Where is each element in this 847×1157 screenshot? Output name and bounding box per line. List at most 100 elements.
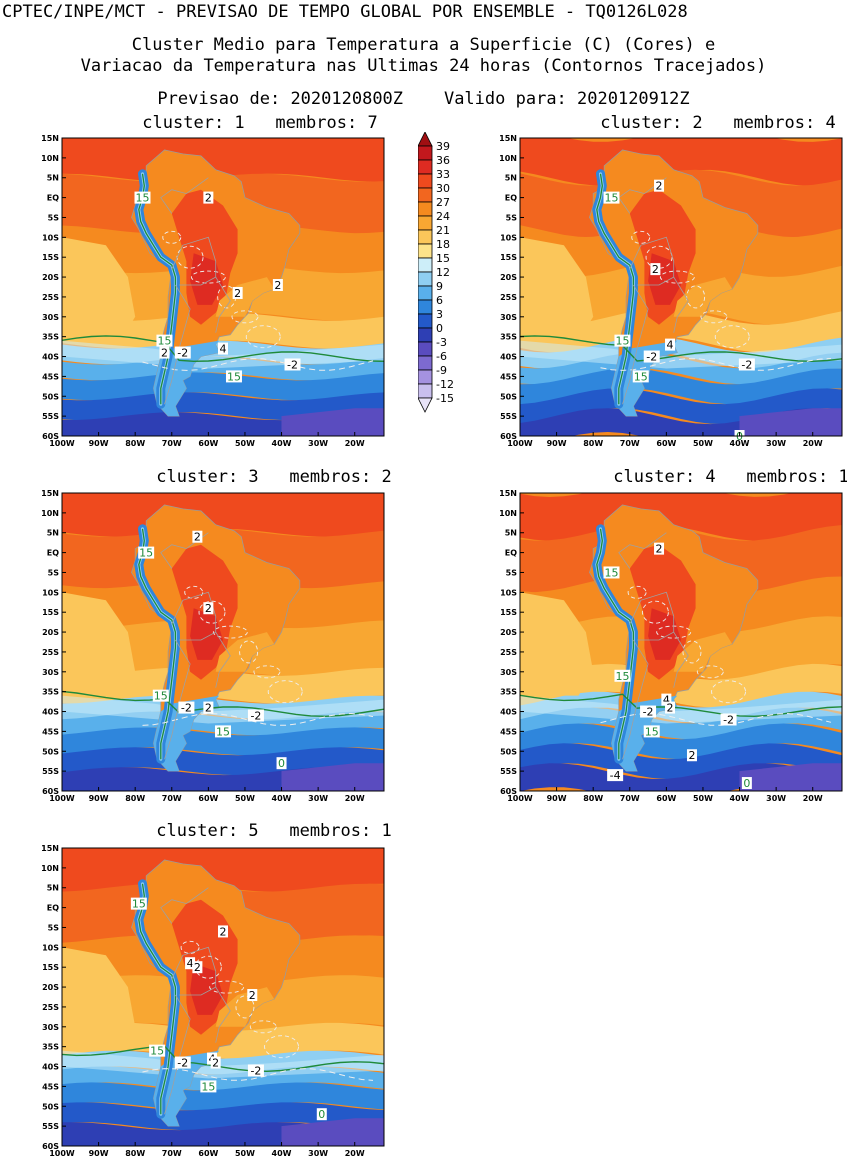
contour-label: 2	[234, 287, 241, 300]
country-border	[673, 276, 689, 333]
temperature-band	[520, 340, 842, 369]
colorbar-swatch	[417, 299, 433, 315]
contour-label: 15	[604, 192, 618, 205]
colorbar-swatch	[417, 257, 433, 273]
map-frame	[61, 137, 385, 437]
temperature-band	[281, 1118, 384, 1146]
lat-tick-label: 40S	[42, 708, 59, 717]
temperature-band	[520, 237, 594, 341]
lat-tick-label: 15N	[41, 489, 59, 498]
lat-tick-label: 25S	[42, 293, 59, 302]
lat-tick-label: 15S	[500, 253, 517, 262]
forecast-valid-line: Previsao de: 2020120800Z Valido para: 20…	[157, 89, 690, 109]
lat-tick-label: 30S	[42, 668, 59, 677]
contour-label-box	[156, 334, 173, 347]
country-border	[160, 887, 209, 924]
lat-tick-label: 10N	[499, 154, 517, 163]
contour-label-box	[643, 350, 660, 363]
contour-15	[520, 693, 842, 718]
contour-label: 2	[205, 702, 212, 715]
contour-label: 4	[663, 694, 670, 707]
lon-tick-label: 20W	[345, 1149, 365, 1157]
colorbar-label: -6	[436, 350, 447, 363]
lat-tick-label: 50S	[42, 1102, 59, 1111]
map-svg-2: 152215-2415-2015N10N5NEQ5S10S15S20S25S30…	[499, 134, 843, 448]
chart-title-line-2: Variacao da Temperatura nas Ultimas 24 h…	[80, 56, 767, 76]
lon-tick-label: 60W	[656, 794, 676, 803]
colorbar-label: 21	[436, 224, 450, 237]
temperature-band	[62, 695, 384, 724]
contour-label-box	[232, 286, 243, 299]
lon-tick-label: 40W	[730, 439, 750, 448]
lat-tick-label: 10S	[500, 588, 517, 597]
colorbar-swatch	[417, 243, 433, 259]
variation-contour	[682, 640, 702, 664]
colorbar: 39 36 33 30 27 24 21 18 15 12 9 6 3 0 -3 -6 -9 -12 -15	[417, 131, 478, 436]
contour-label-box	[247, 709, 264, 722]
contour-label-box	[272, 279, 283, 292]
lat-tick-label: 30S	[500, 313, 517, 322]
contour-label-box	[203, 191, 214, 204]
map-svg-5: 15242215-242-215015N10N5NEQ5S10S15S20S25…	[41, 844, 385, 1157]
lon-tick-label: 50W	[693, 794, 713, 803]
lat-tick-label: 50S	[42, 747, 59, 756]
map-svg-3: 15 2 2 15 -2 2 15 -2 0 15N 10N 5N EQ 5S 10S 15S 20S 25S 30…	[41, 489, 385, 803]
lon-tick-label: 20W	[803, 794, 823, 803]
contour-label-box	[603, 191, 620, 204]
country-border	[160, 532, 209, 569]
contour-label-box	[215, 725, 231, 738]
temperature-band	[190, 963, 223, 1015]
contour-label: -2	[177, 1057, 188, 1070]
lat-tick-label: 35S	[500, 688, 517, 697]
contour-label-box	[614, 334, 631, 347]
contour-label: 2	[656, 543, 663, 556]
contour-label-box	[603, 566, 620, 579]
lon-tick-label: 50W	[235, 1149, 255, 1157]
colorbar-swatch	[417, 187, 433, 203]
lat-tick-label: 15S	[42, 963, 59, 972]
country-border	[618, 177, 667, 214]
contour-label: 15	[157, 335, 171, 348]
contour-label-box	[200, 1080, 217, 1093]
contour-label-box	[284, 358, 301, 371]
lat-tick-label: 15N	[499, 134, 517, 143]
contour-label-box	[192, 961, 203, 974]
contour-label-box	[650, 263, 661, 276]
contour-label: 15	[216, 725, 230, 738]
lat-tick-label: 20S	[42, 628, 59, 637]
lat-tick-label: 45S	[500, 372, 517, 381]
lon-tick-label: 70W	[620, 794, 640, 803]
contour-label: 15	[201, 1080, 215, 1093]
colorbar-label: 9	[436, 280, 443, 293]
lat-tick-label: 5S	[48, 568, 60, 577]
lon-tick-label: 30W	[308, 439, 328, 448]
temperature-band	[215, 987, 275, 1027]
country-border	[160, 177, 209, 214]
lat-tick-label: 50S	[500, 747, 517, 756]
lat-tick-label: 60S	[500, 787, 517, 796]
lat-tick-label: 5N	[505, 174, 517, 183]
variation-contour	[235, 995, 255, 1019]
lat-tick-label: 10N	[499, 509, 517, 518]
temperature-band	[648, 608, 681, 660]
temperature-band	[215, 277, 275, 317]
lat-tick-label: 45S	[500, 727, 517, 736]
country-border	[673, 631, 689, 688]
country-border	[215, 986, 231, 1043]
lat-tick-label: 10S	[42, 233, 59, 242]
lat-tick-label: 35S	[42, 1043, 59, 1052]
temperature-band	[215, 632, 275, 672]
temperature-band	[62, 237, 136, 341]
lon-tick-label: 80W	[583, 794, 603, 803]
country-border	[622, 284, 649, 405]
colorbar-swatch	[417, 159, 433, 175]
contour-label-box	[640, 705, 657, 718]
contour-label: 15	[150, 1045, 164, 1058]
panel-title-2: cluster: 2 membros: 4	[600, 113, 836, 133]
contour-label: 2	[667, 702, 674, 715]
country-border	[171, 946, 217, 996]
lon-tick-label: 50W	[235, 439, 255, 448]
contour-label: -2	[181, 702, 192, 715]
colorbar-label: 33	[436, 168, 450, 181]
colorbar-label: 12	[436, 266, 450, 279]
